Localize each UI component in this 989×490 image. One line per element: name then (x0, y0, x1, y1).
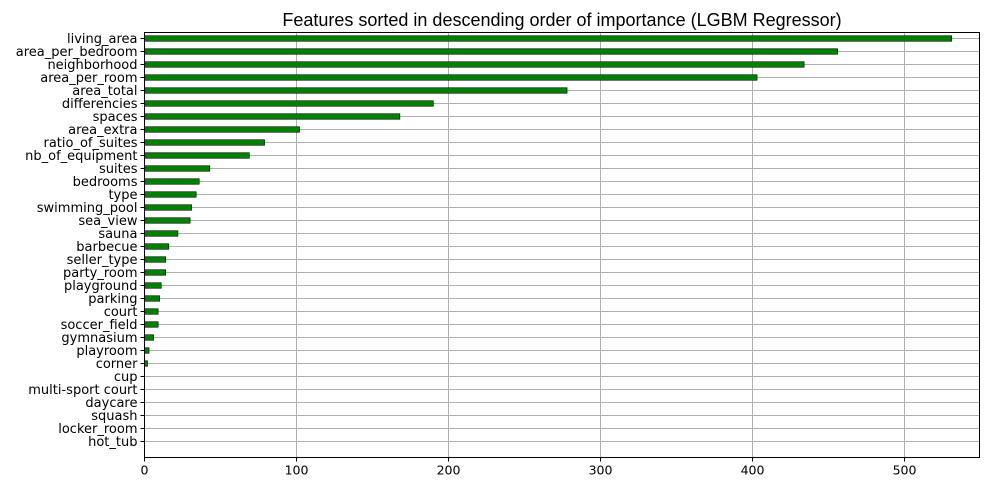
category-label: party_room (63, 266, 137, 281)
category-label: seller_type (67, 253, 138, 268)
category-label: sea_view (78, 214, 138, 229)
category-label: hot_tub (88, 435, 137, 450)
bar-gymnasium (144, 334, 154, 341)
category-label: soccer_field (61, 318, 138, 333)
category-label: swimming_pool (37, 201, 138, 216)
bar-neighborhood (144, 61, 805, 68)
x-tick-label: 300 (589, 463, 613, 478)
category-label: squash (91, 409, 137, 424)
x-tick-label: 400 (741, 463, 765, 478)
category-label: sauna (98, 227, 137, 242)
category-label: suites (99, 162, 138, 177)
bar-party-room (144, 269, 167, 276)
category-label: parking (88, 292, 137, 307)
category-label: differencies (62, 97, 138, 112)
category-label: gymnasium (61, 331, 137, 346)
category-label: playroom (76, 344, 137, 359)
category-label: type (108, 188, 137, 203)
bar-swimming-pool (144, 204, 192, 211)
bar-court (144, 308, 159, 315)
bar-ratio-of-suites (144, 139, 265, 146)
bar-barbecue (144, 243, 170, 250)
x-tick-label: 100 (285, 463, 309, 478)
bar-suites (144, 165, 211, 172)
x-tick-label: 200 (437, 463, 461, 478)
chart-title: Features sorted in descending order of i… (282, 10, 841, 30)
category-label: playground (64, 279, 138, 294)
category-label: locker_room (58, 422, 137, 437)
bar-seller-type (144, 256, 167, 263)
bar-living-area (144, 35, 952, 42)
bar-area-total (144, 87, 568, 94)
category-label: neighborhood (47, 58, 137, 73)
bar-area-per-room (144, 74, 758, 81)
category-labels: living_areaarea_per_bedroomneighborhooda… (16, 32, 138, 450)
bar-playroom (144, 347, 150, 354)
category-label: area_per_room (40, 71, 137, 86)
bar-bedrooms (144, 178, 200, 185)
x-axis-ticks: 0 100 200 300 400 500 (140, 38, 917, 478)
bar-spaces (144, 113, 401, 120)
bar-playground (144, 282, 162, 289)
plot-frame (144, 32, 980, 458)
category-label: bedrooms (73, 175, 138, 190)
category-label: multi-sport court (28, 383, 137, 398)
bar-area-extra (144, 126, 300, 133)
category-label: court (104, 305, 138, 320)
category-label: living_area (67, 32, 138, 47)
category-label: spaces (93, 110, 138, 125)
bar-type (144, 191, 197, 198)
category-label: area_total (72, 84, 137, 99)
bars-layer (144, 35, 952, 367)
category-label: barbecue (76, 240, 137, 255)
bar-soccer-field (144, 321, 159, 328)
category-label: ratio_of_suites (44, 136, 138, 151)
bar-area-per-bedroom (144, 48, 838, 55)
grid-layer (144, 32, 980, 458)
category-label: cup (114, 370, 138, 385)
category-label: corner (96, 357, 138, 372)
bar-sea-view (144, 217, 191, 224)
category-label: daycare (85, 396, 137, 411)
x-tick-label: 0 (141, 463, 149, 478)
bar-differencies (144, 100, 434, 107)
category-label: area_per_bedroom (16, 45, 138, 60)
x-tick-label: 500 (893, 463, 917, 478)
bar-parking (144, 295, 160, 302)
bar-nb-of-equipment (144, 152, 250, 159)
category-label: nb_of_equipment (25, 149, 137, 164)
category-label: area_extra (68, 123, 137, 138)
bar-sauna (144, 230, 179, 237)
